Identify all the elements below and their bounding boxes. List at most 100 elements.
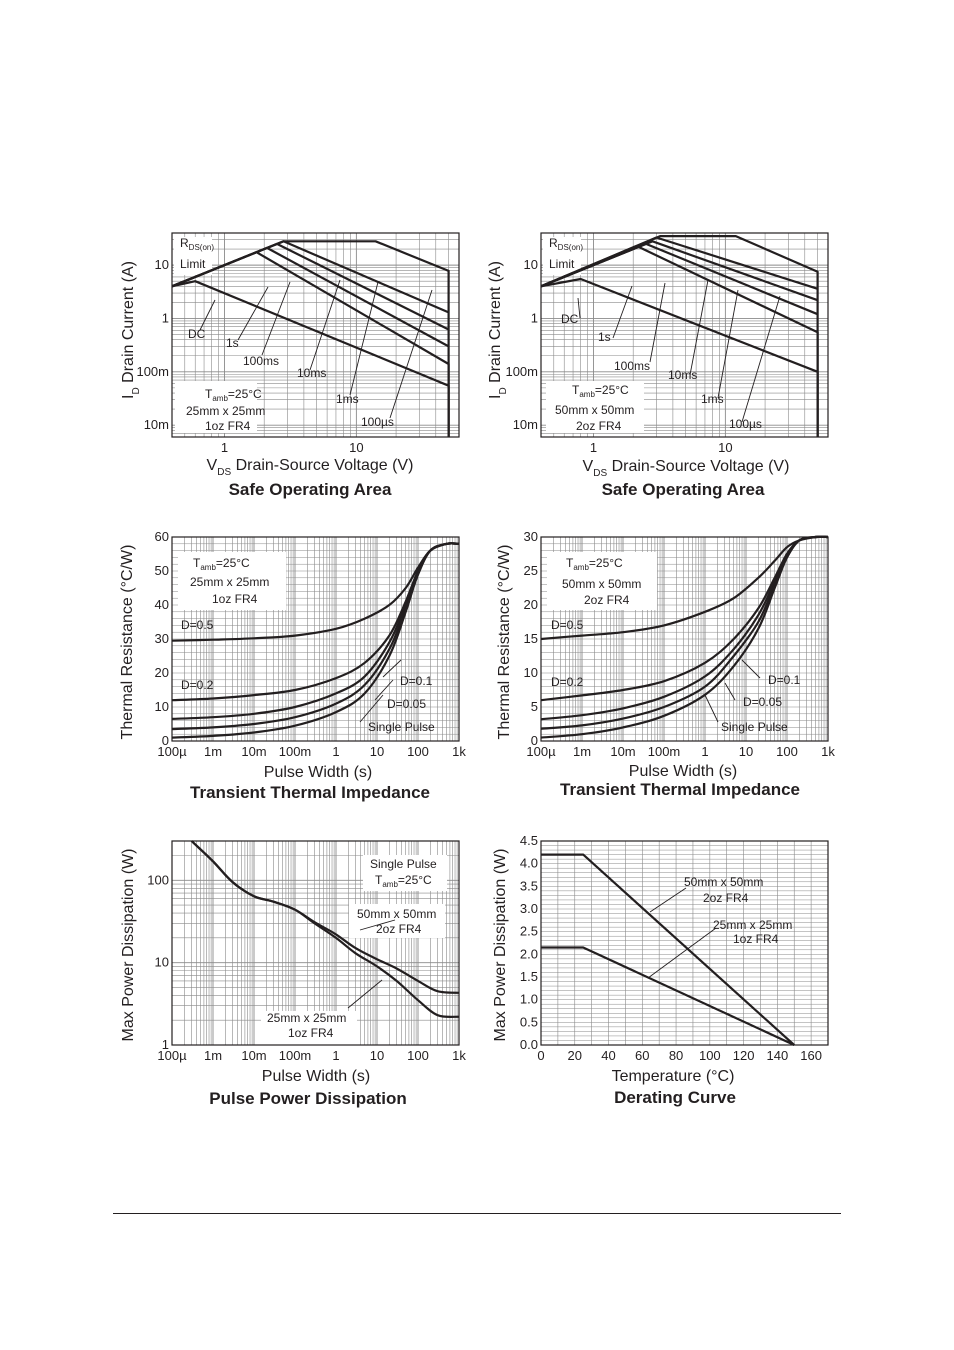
y-tick-label: 1	[162, 310, 169, 325]
x-tick-label: 1m	[204, 744, 222, 759]
annotation-label: Single Pulse	[721, 720, 788, 734]
chart-title: Safe Operating Area	[229, 480, 392, 499]
y-tick-label: 4.5	[520, 833, 538, 848]
annotation-label: D=0.05	[387, 697, 426, 711]
x-tick-label: 100µ	[526, 744, 556, 759]
leader-line	[717, 289, 739, 399]
x-tick-label: 100m	[279, 1048, 312, 1063]
x-tick-label: 10	[370, 1048, 384, 1063]
annotation-label: D=0.2	[551, 675, 584, 689]
x-tick-label: 1	[701, 744, 708, 759]
chart-title: Transient Thermal Impedance	[560, 780, 800, 799]
annotation-label: RDS(on)	[549, 236, 583, 252]
annotation-label: 2oz FR4	[576, 419, 622, 433]
annotation-label: 100µs	[361, 415, 394, 429]
y-tick-label: 0.5	[520, 1014, 538, 1029]
plot-frame	[171, 232, 460, 438]
y-axis-label: ID Drain Current (A)	[487, 261, 509, 399]
y-tick-label: 1	[531, 310, 538, 325]
y-tick-label: 0.0	[520, 1037, 538, 1052]
y-tick-label: 2.0	[520, 946, 538, 961]
series-group	[541, 853, 795, 1046]
series-line-100-s	[540, 235, 819, 437]
annotation-label: D=0.1	[400, 674, 433, 688]
leader-line	[741, 295, 781, 423]
y-tick-label: 20	[155, 665, 169, 680]
plot-frame	[540, 232, 829, 438]
y-tick-label: 4.0	[520, 856, 538, 871]
leader-line	[704, 694, 719, 723]
x-tick-label: 60	[635, 1048, 649, 1063]
x-tick-label: 100µ	[157, 744, 187, 759]
x-axis-label: VDS Drain-Source Voltage (V)	[207, 457, 414, 478]
series-group	[171, 542, 460, 739]
leader-line	[741, 659, 761, 679]
annotation-box	[547, 552, 657, 610]
leader-line	[689, 279, 709, 376]
annotation-label: D=0.1	[768, 673, 801, 687]
leader-line	[612, 285, 633, 339]
leader-line	[359, 919, 396, 931]
x-tick-label: 120	[733, 1048, 755, 1063]
x-tick-label: 1	[221, 440, 228, 455]
y-tick-label: 100m	[136, 364, 169, 379]
series-group	[190, 840, 460, 1019]
x-axis-label: Temperature (°C)	[612, 1068, 735, 1085]
leader-line	[374, 679, 394, 701]
annotation-label: 50mm x 50mm	[684, 875, 763, 889]
annotation-box	[546, 381, 644, 433]
annotation-label: 100ms	[243, 354, 279, 368]
annotation-label: D=0.2	[181, 678, 214, 692]
footer-rule	[113, 1213, 841, 1214]
x-tick-label: 100	[407, 744, 429, 759]
annotation-label: Tamb=25°C	[205, 387, 262, 403]
chart-4: 100µ 1m 10m 100m 1 10 100 1k 0 5 10 15 20 25 30 Pulse W…	[496, 529, 835, 799]
annotation-label: 2oz FR4	[376, 922, 422, 936]
y-tick-label: 100	[147, 872, 169, 887]
annotation-label: 1s	[226, 336, 239, 350]
y-axis-label: Max Power Dissipation (W)	[120, 849, 137, 1042]
x-tick-label: 1	[332, 1048, 339, 1063]
chart-title: Derating Curve	[614, 1088, 736, 1107]
annotation-box	[174, 237, 212, 275]
annotation-label: DC	[561, 312, 579, 326]
annotation-label: 1oz FR4	[205, 419, 251, 433]
y-tick-label: 2.5	[520, 924, 538, 939]
x-tick-label: 20	[568, 1048, 582, 1063]
plot-frame	[540, 840, 829, 1046]
chart-title: Pulse Power Dissipation	[209, 1089, 406, 1108]
y-tick-label: 10	[524, 665, 538, 680]
annotation-label: 25mm x 25mm	[186, 404, 265, 418]
annotation-label: DC	[188, 327, 206, 341]
x-tick-label: 1	[332, 744, 339, 759]
y-axis-label: Max Power Dissipation (W)	[492, 849, 509, 1042]
leader-line	[359, 694, 384, 723]
x-tick-label: 1k	[452, 744, 466, 759]
x-tick-label: 40	[601, 1048, 615, 1063]
annotation-label: D=0.5	[551, 618, 584, 632]
leader-line	[382, 659, 402, 678]
y-tick-label: 60	[155, 529, 169, 544]
y-tick-label: 40	[155, 597, 169, 612]
annotation-box	[261, 1011, 357, 1045]
y-tick-label: 100m	[505, 364, 538, 379]
leader-line	[199, 299, 216, 331]
y-axis-label: Thermal Resistance (°C/W)	[496, 545, 513, 740]
y-tick-label: 20	[524, 597, 538, 612]
y-tick-label: 10	[155, 257, 169, 272]
annotation-label: 100ms	[614, 359, 650, 373]
annotation-label: RDS(on)	[180, 236, 214, 252]
annotation-label: 25mm x 25mm	[713, 918, 792, 932]
chart-title: Safe Operating Area	[602, 480, 765, 499]
x-axis-label: VDS Drain-Source Voltage (V)	[583, 458, 790, 479]
x-tick-label: 100	[699, 1048, 721, 1063]
annotation-label: 2oz FR4	[584, 593, 630, 607]
leader-line	[647, 927, 717, 979]
annotation-label: 10ms	[668, 368, 697, 382]
annotation-box	[363, 855, 447, 891]
annotation-label: Single Pulse	[368, 720, 435, 734]
annotation-label: 1oz FR4	[212, 592, 258, 606]
y-tick-label: 10	[524, 257, 538, 272]
annotation-label: 1s	[598, 330, 611, 344]
